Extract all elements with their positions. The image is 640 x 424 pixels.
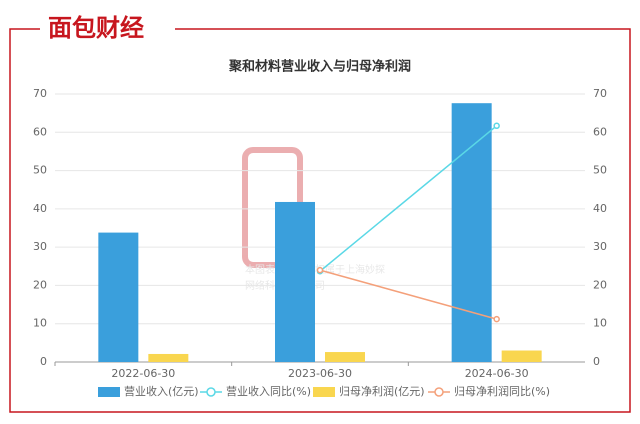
y2-tick-label: 30 bbox=[593, 240, 607, 253]
bar bbox=[98, 232, 139, 362]
legend-swatch bbox=[98, 387, 120, 397]
legend-label: 归母净利润同比(%) bbox=[454, 384, 550, 398]
y2-tick-label: 60 bbox=[593, 125, 607, 138]
legend-label: 归母净利润(亿元) bbox=[339, 384, 425, 398]
line-point bbox=[493, 315, 500, 323]
frame bbox=[9, 28, 631, 413]
y2-tick-label: 20 bbox=[593, 278, 607, 291]
y2-tick-label: 0 bbox=[593, 355, 600, 368]
chart-title: 聚和材料营业收入与归母净利润 bbox=[228, 59, 411, 75]
logo-bg bbox=[40, 12, 175, 46]
y-tick-label: 70 bbox=[33, 87, 47, 100]
bar bbox=[275, 201, 315, 362]
x-tick-label: 2022-06-30 bbox=[111, 367, 175, 380]
x-tick-label: 2024-06-30 bbox=[465, 367, 529, 380]
x-tick-label: 2023-06-30 bbox=[288, 367, 352, 380]
legend-label: 营业收入(亿元) bbox=[124, 384, 199, 398]
line-point bbox=[493, 122, 500, 130]
y-tick-label: 0 bbox=[40, 355, 47, 368]
y2-tick-label: 10 bbox=[593, 317, 607, 330]
brand-logo: 面包财经 bbox=[48, 14, 144, 42]
y-tick-label: 10 bbox=[33, 317, 47, 330]
bar bbox=[325, 352, 365, 362]
y-tick-label: 50 bbox=[33, 164, 47, 177]
legend-label: 营业收入同比(%) bbox=[226, 384, 311, 398]
y-tick-label: 20 bbox=[33, 278, 47, 291]
legend-swatch bbox=[313, 387, 335, 397]
legend-swatch bbox=[434, 387, 444, 397]
line bbox=[319, 125, 498, 272]
y2-tick-label: 50 bbox=[593, 164, 607, 177]
bar bbox=[451, 103, 492, 362]
line bbox=[319, 269, 497, 320]
y-tick-label: 30 bbox=[33, 240, 47, 253]
y-tick-label: 40 bbox=[33, 202, 47, 215]
bar bbox=[148, 353, 189, 362]
legend-swatch bbox=[206, 387, 216, 397]
line-point bbox=[316, 266, 324, 274]
y-tick-label: 60 bbox=[33, 125, 47, 138]
y2-tick-label: 40 bbox=[593, 202, 607, 215]
y2-tick-label: 70 bbox=[593, 87, 607, 100]
bar bbox=[501, 350, 542, 362]
